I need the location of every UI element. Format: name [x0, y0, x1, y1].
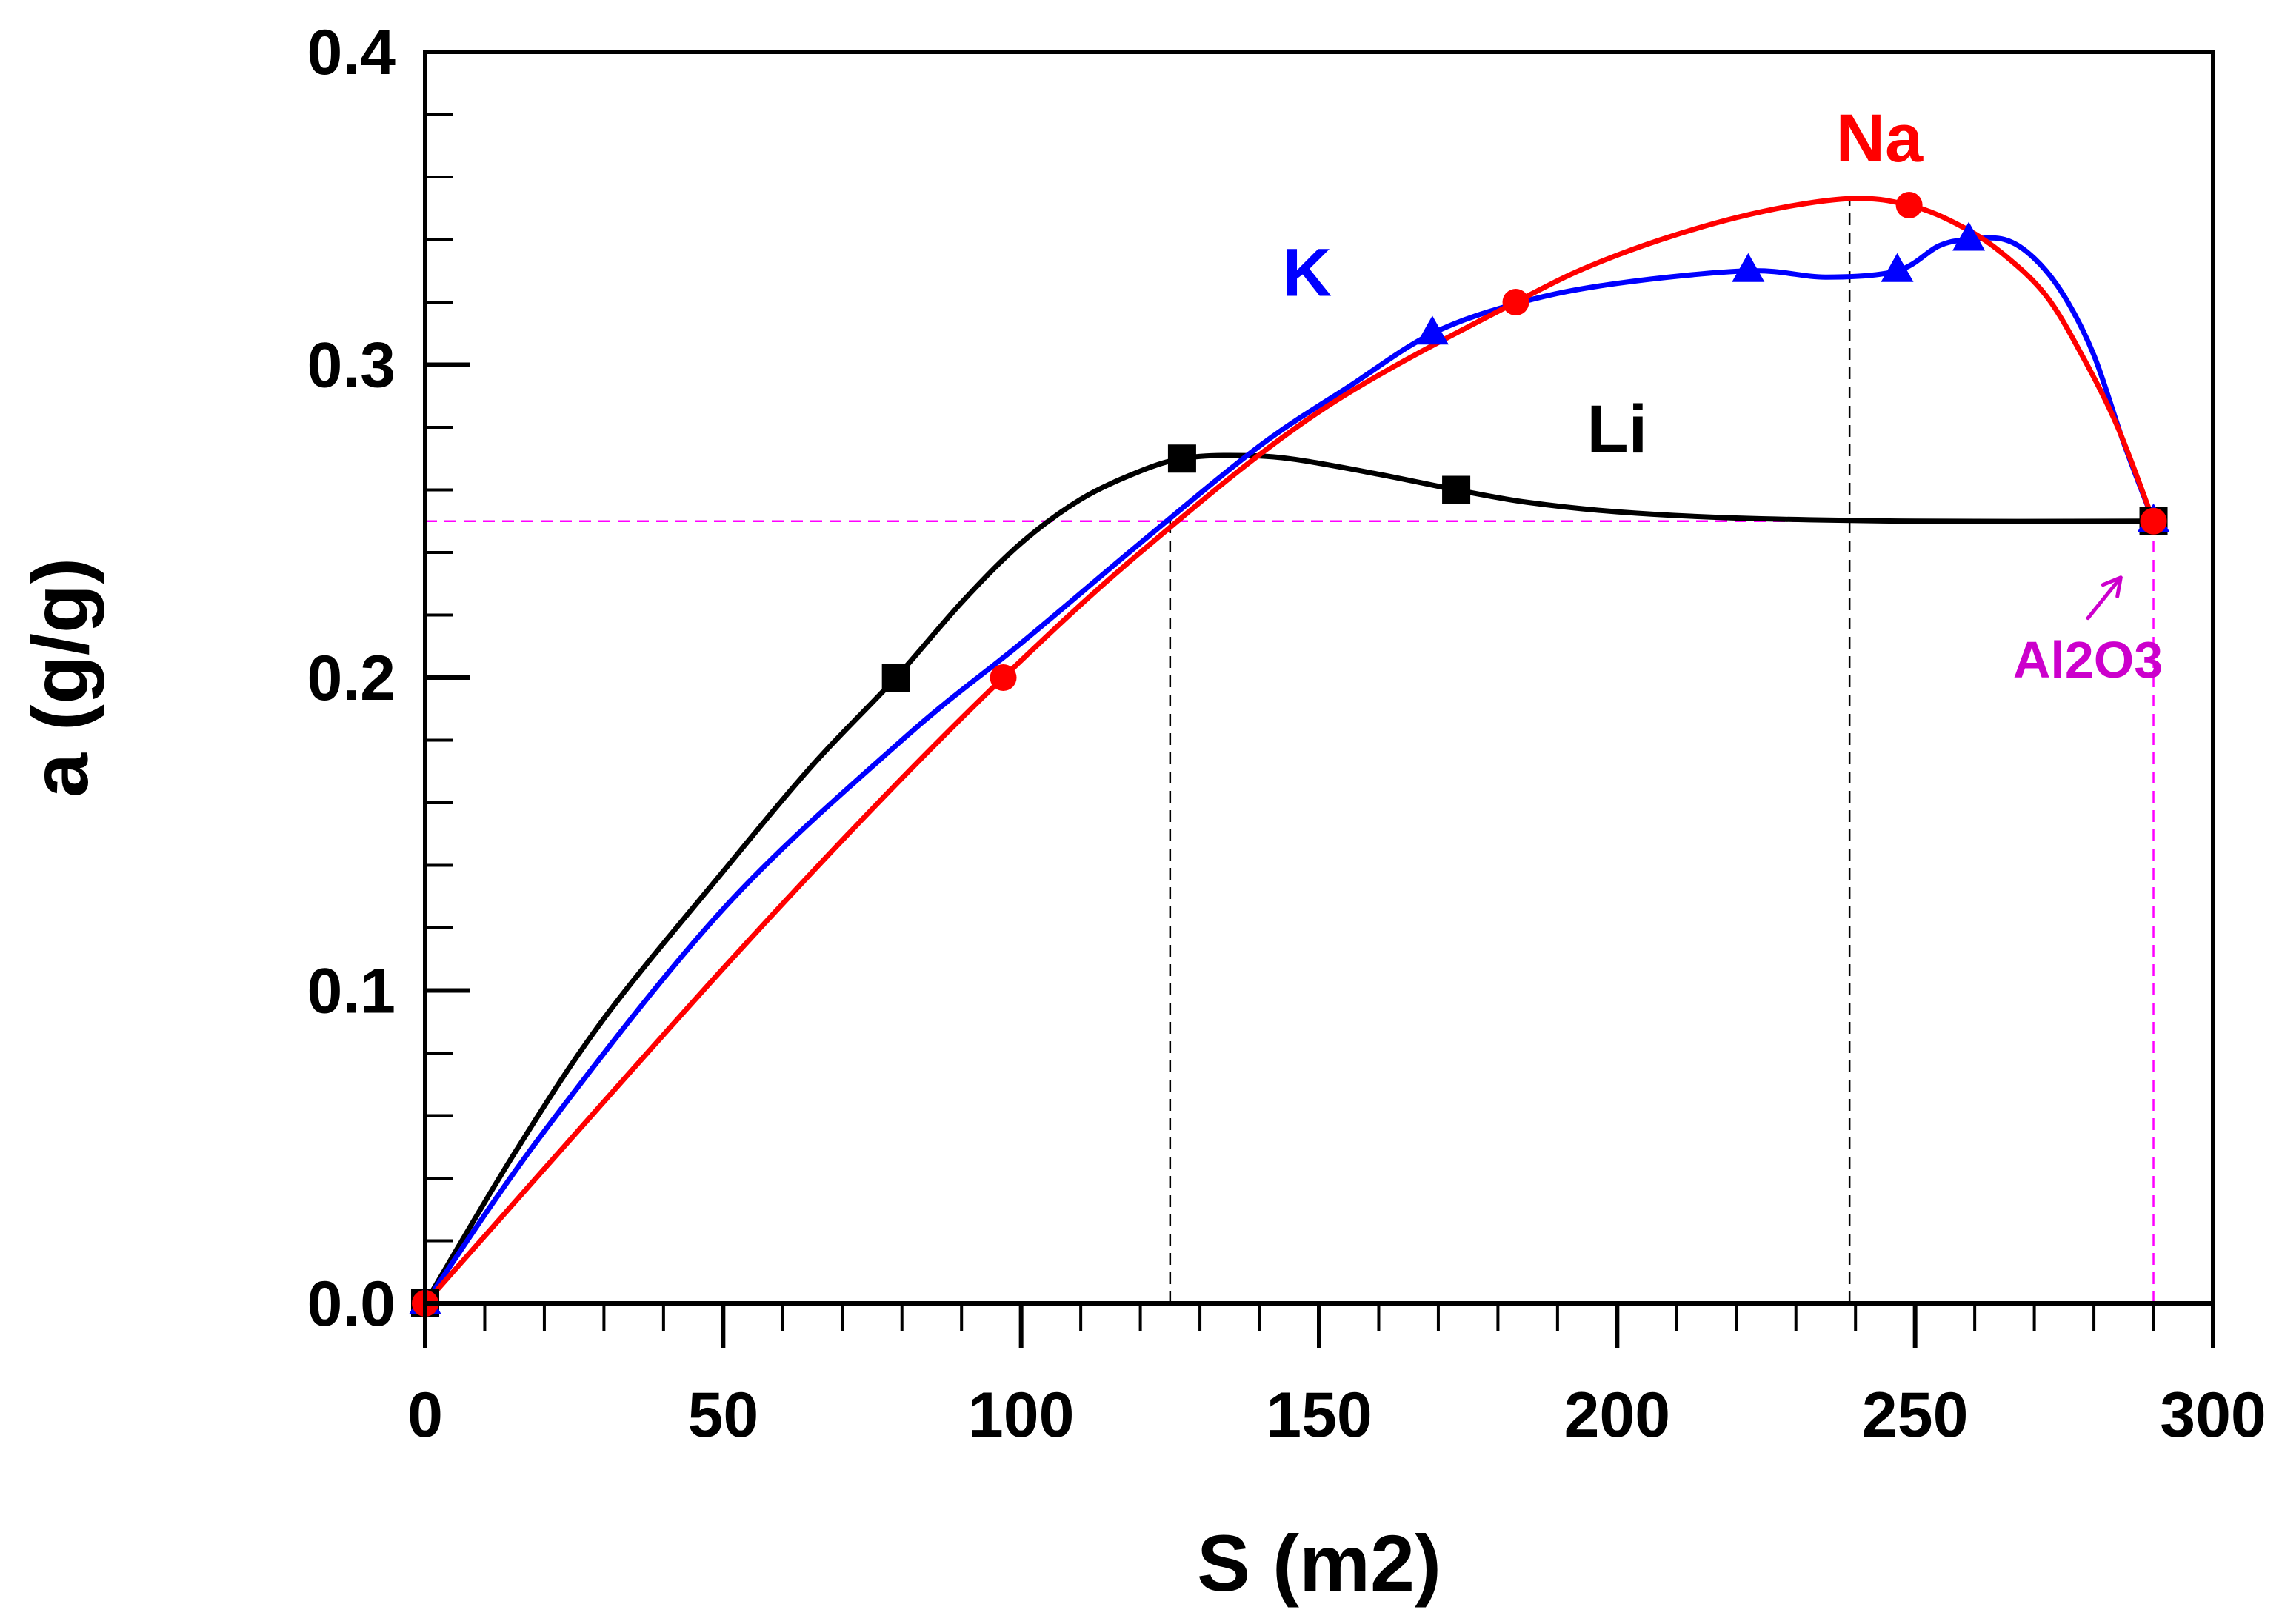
series-label-li: Li [1587, 392, 1647, 467]
series-curves [425, 196, 2156, 1303]
y-tick-label-0.3: 0.3 [307, 330, 396, 401]
x-tick-label-300: 300 [2160, 1380, 2266, 1451]
series-k-line [425, 235, 2156, 1303]
series-label-k: K [1283, 235, 1332, 311]
y-tick-label-0.4: 0.4 [307, 17, 396, 88]
series-li-line [425, 452, 2156, 1303]
y-tick-label-0.2: 0.2 [307, 643, 396, 714]
series-na-point-5 [2140, 507, 2167, 535]
series-na-point-2 [990, 664, 1017, 691]
reference-lines [425, 196, 2155, 1303]
y-tick-label-0.0: 0.0 [307, 1269, 396, 1340]
annotations: Al2O3 [2013, 575, 2163, 689]
tick-labels: 0 50 100 150 200 250 300 0.0 0.1 0.2 0.3 0.4 [307, 17, 2266, 1451]
x-tick-label-200: 200 [1564, 1380, 1671, 1451]
y-tick-label-0.1: 0.1 [307, 956, 396, 1027]
series-k-point-4 [1881, 253, 1914, 282]
axis-ticks [423, 50, 2215, 1348]
annotation-label-1: Al2O3 [2013, 631, 2163, 689]
series-na-point-3 [1502, 289, 1529, 315]
series-li-point-4 [1442, 475, 1471, 504]
series-li-point-2 [881, 664, 910, 692]
annotation-arrow-shaft-1 [2086, 575, 2123, 621]
x-tick-label-250: 250 [1862, 1380, 1969, 1451]
series-labels: Li K Na [1283, 101, 1924, 467]
x-axis-title: S (m2) [1197, 1518, 1441, 1608]
series-markers [409, 192, 2170, 1317]
x-tick-label-100: 100 [968, 1380, 1075, 1451]
y-axis-title: a (g/g) [15, 558, 104, 798]
annotation-arrow-head-1 [2101, 575, 2123, 598]
series-k-point-3 [1732, 253, 1765, 282]
series-k-point-2 [1415, 315, 1449, 345]
series-na-point-4 [1895, 192, 1923, 219]
series-li-point-3 [1167, 444, 1196, 473]
x-tick-label-50: 50 [687, 1380, 758, 1451]
x-tick-label-0: 0 [407, 1380, 443, 1451]
series-k-point-5 [1952, 221, 1986, 251]
series-na-line [425, 196, 2156, 1303]
series-label-na: Na [1836, 101, 1924, 176]
x-tick-label-150: 150 [1266, 1380, 1372, 1451]
